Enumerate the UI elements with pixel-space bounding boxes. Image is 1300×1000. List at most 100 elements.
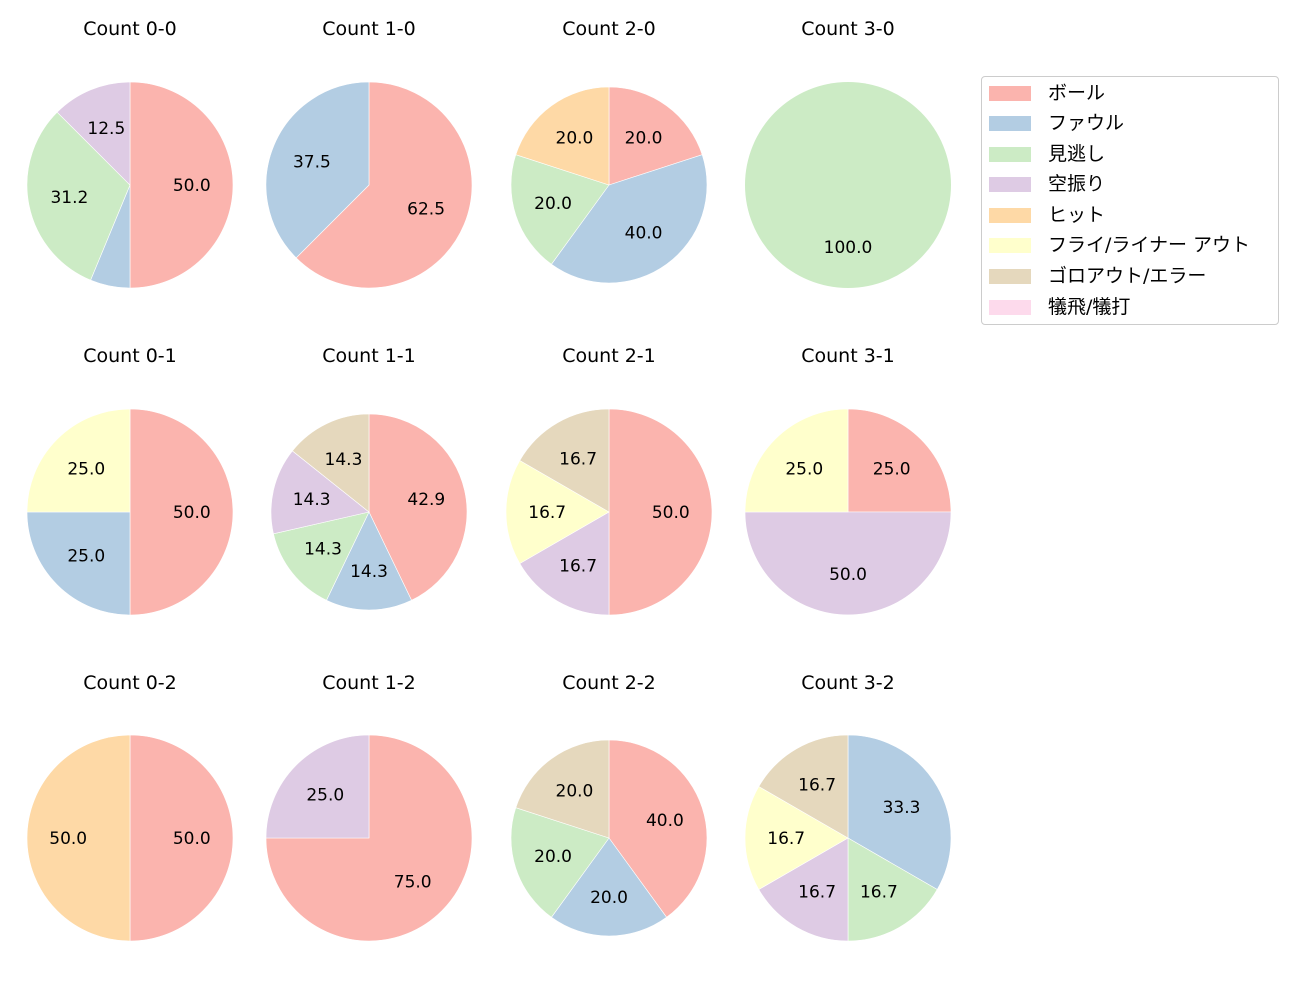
pie-slice (519, 408, 610, 513)
legend-swatch-grounder-error (989, 268, 1031, 284)
legend-label: 犠飛/犠打 (1048, 296, 1131, 318)
pie-slice (608, 408, 713, 616)
pie-count-3-2: Count 3-2 33.3 16.7 16.7 16.7 16.7 (744, 672, 952, 942)
pie-slice (56, 81, 131, 186)
legend-label: ボール (1048, 82, 1106, 104)
pie-slice (129, 408, 234, 616)
pie-title: Count 3-2 (801, 672, 895, 694)
legend-item-sacrifice: 犠飛/犠打 (989, 297, 1130, 317)
slice-label: 25.0 (306, 785, 344, 805)
pie-slice (26, 511, 131, 616)
pie-count-1-1: Count 1-1 42.9 14.3 14.3 14.3 14.3 (270, 345, 468, 611)
pie-title: Count 2-2 (562, 672, 656, 694)
pie-slice (26, 734, 131, 942)
pie-slice (291, 413, 370, 513)
legend-label: 空振り (1048, 173, 1106, 195)
pie-slice (847, 837, 938, 942)
legend-label: 見逃し (1048, 143, 1106, 165)
legend-swatch-sacrifice (989, 299, 1031, 315)
pie-slice (608, 739, 708, 918)
legend-item-swinging-strike: 空振り (989, 174, 1105, 194)
slice-label: 25.0 (67, 547, 105, 567)
pie-slice (758, 734, 849, 839)
pie-slice (515, 739, 610, 839)
pie-count-3-1: Count 3-1 25.0 50.0 25.0 (744, 345, 952, 616)
slice-label: 50.0 (173, 829, 211, 849)
pie-count-1-2: Count 1-2 75.0 25.0 (265, 672, 473, 942)
pie-slice (744, 511, 952, 616)
slice-label: 50.0 (173, 503, 211, 523)
legend-item-foul: ファウル (989, 113, 1124, 133)
slice-label: 25.0 (785, 459, 823, 479)
pie-slice (295, 81, 473, 289)
slice-label: 20.0 (590, 888, 628, 908)
pie-slice (129, 81, 234, 289)
slice-label: 16.7 (559, 449, 597, 469)
pie-title: Count 1-2 (322, 672, 416, 694)
legend: ボール ファウル 見逃し 空振り ヒット フライ/ライナー アウト ゴロアウト/… (981, 76, 1279, 325)
slice-label: 16.7 (767, 829, 805, 849)
legend-swatch-fly-liner-out (989, 237, 1031, 253)
legend-label: ゴロアウト/エラー (1048, 265, 1207, 287)
pie-slice (273, 511, 370, 601)
pie-slice (129, 734, 234, 942)
slice-label: 12.5 (87, 119, 125, 139)
pie-slice (847, 408, 952, 513)
pie-title: Count 0-2 (83, 672, 177, 694)
pie-title: Count 1-0 (322, 18, 416, 40)
slice-label: 20.0 (625, 128, 663, 148)
slice-label: 40.0 (646, 811, 684, 831)
legend-item-called-strike: 見逃し (989, 144, 1105, 164)
legend-label: フライ/ライナー アウト (1048, 234, 1251, 256)
legend-swatch-hit (989, 207, 1031, 223)
pie-title: Count 1-1 (322, 345, 416, 367)
slice-label: 50.0 (173, 176, 211, 196)
slice-label: 42.9 (407, 490, 445, 510)
pie-slice (519, 511, 610, 616)
slice-label: 16.7 (528, 503, 566, 523)
pie-slice (26, 111, 131, 281)
pie-slice (270, 450, 370, 535)
pie-slice (265, 81, 370, 259)
pie-title: Count 2-1 (562, 345, 656, 367)
pie-slice (745, 82, 951, 288)
pie-title: Count 0-1 (83, 345, 177, 367)
slice-label: 14.3 (293, 490, 331, 510)
slice-label: 16.7 (798, 775, 836, 795)
slice-label: 20.0 (534, 847, 572, 867)
slice-label: 62.5 (407, 200, 445, 220)
pie-slice (326, 511, 412, 611)
pie-count-3-0: Count 3-0 100.0 (745, 18, 951, 288)
pie-slice (758, 837, 849, 942)
pie-count-0-0: Count 0-0 50.0 31.2 12.5 (26, 18, 234, 289)
legend-item-grounder-error: ゴロアウト/エラー (989, 266, 1206, 286)
slice-label: 40.0 (625, 224, 663, 244)
slice-label: 100.0 (824, 238, 873, 258)
pie-slice (515, 86, 610, 186)
legend-swatch-ball (989, 85, 1031, 101)
pie-count-0-2: Count 0-2 50.0 50.0 (26, 672, 234, 942)
pie-slice (847, 734, 952, 890)
pie-slice (510, 154, 610, 265)
slice-label: 16.7 (860, 883, 898, 903)
slice-label: 31.2 (50, 188, 88, 208)
pie-title: Count 0-0 (83, 18, 177, 40)
slice-label: 14.3 (304, 540, 342, 560)
slice-label: 33.3 (883, 798, 921, 818)
legend-swatch-foul (989, 115, 1031, 131)
legend-label: ヒット (1048, 204, 1106, 226)
pie-slice (510, 807, 610, 918)
slice-label: 14.3 (325, 450, 363, 470)
pie-slice (505, 460, 610, 564)
slice-label: 25.0 (873, 459, 911, 479)
slice-label: 37.5 (293, 152, 331, 172)
legend-item-ball: ボール (989, 83, 1105, 103)
pie-slice (26, 408, 131, 513)
pie-title: Count 2-0 (562, 18, 656, 40)
pie-title: Count 3-0 (801, 18, 895, 40)
pie-count-2-2: Count 2-2 40.0 20.0 20.0 20.0 (510, 672, 708, 937)
slice-label: 50.0 (652, 503, 690, 523)
slice-label: 20.0 (556, 781, 594, 801)
legend-label: ファウル (1048, 112, 1125, 134)
